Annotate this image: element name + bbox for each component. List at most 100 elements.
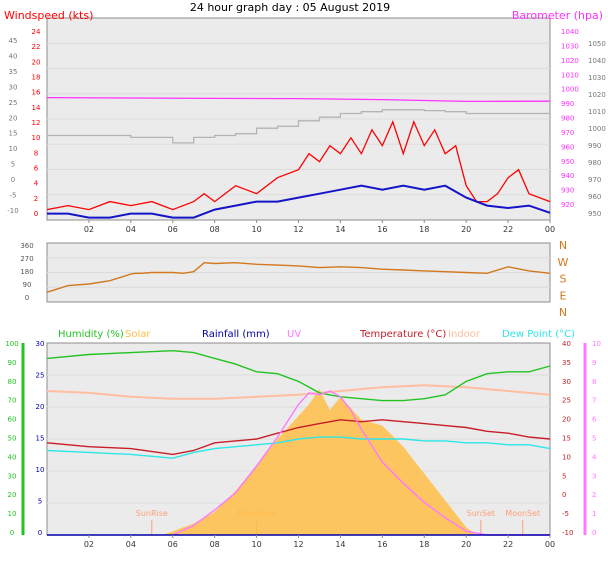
solar-area — [162, 389, 477, 535]
direction-tick-label: 270 — [20, 255, 33, 263]
windspeed-tick-label: 20 — [32, 58, 41, 66]
barometer-alt-tick-label: 1020 — [588, 91, 606, 99]
uv-line — [172, 390, 550, 536]
barometer-alt-tick-label: 1040 — [588, 57, 606, 65]
windspeed-outer-tick-label: 30 — [9, 83, 18, 91]
astro-marker-label: SunSet — [467, 509, 495, 518]
barometer-tick-label: 950 — [561, 158, 574, 166]
conditions-x-tick-label: 00 — [545, 540, 555, 549]
temperature-tick-label: 25 — [562, 397, 571, 405]
barometer-tick-label: 980 — [561, 115, 574, 123]
rainfall-tick-label: 20 — [36, 403, 45, 411]
windspeed-outer-tick-label: 5 — [11, 161, 15, 169]
windspeed-tick-label: 0 — [34, 210, 38, 218]
barometer-tick-label: 990 — [561, 100, 574, 108]
wind-x-tick-label: 20 — [461, 225, 471, 234]
barometer-tick-label: 970 — [561, 129, 574, 137]
barometer-tick-label: 1000 — [561, 86, 579, 94]
astro-marker-label: SunRise — [136, 509, 168, 518]
barometer-alt-tick-label: 1000 — [588, 125, 606, 133]
conditions-x-tick-label: 12 — [293, 540, 303, 549]
windspeed-outer-tick-label: 40 — [9, 52, 18, 60]
wind-x-tick-label: 22 — [503, 225, 513, 234]
conditions-x-tick-label: 18 — [419, 540, 429, 549]
legend-item: Humidity (%) — [58, 329, 124, 340]
barometer-alt-tick-label: 950 — [588, 210, 601, 218]
temperature-tick-label: 30 — [562, 378, 571, 386]
windspeed-tick-label: 18 — [32, 74, 41, 82]
humidity-tick-label: 50 — [8, 435, 17, 443]
windspeed-outer-tick-label: 0 — [11, 176, 15, 184]
barometer-alt-tick-label: 1050 — [588, 40, 606, 48]
humidity-tick-label: 100 — [5, 340, 18, 348]
windspeed-outer-tick-label: -10 — [7, 207, 18, 215]
compass-tick-label: N — [559, 239, 567, 252]
barometer-alt-tick-label: 970 — [588, 176, 601, 184]
windspeed-axis-label: Windspeed (kts) — [4, 9, 93, 22]
windspeed-tick-label: 4 — [34, 180, 39, 188]
compass-tick-label: W — [558, 256, 569, 269]
temperature-tick-label: 5 — [562, 472, 566, 480]
uv-tick-label: 0 — [592, 529, 596, 537]
wind-x-tick-label: 12 — [293, 225, 303, 234]
wind-x-tick-label: 08 — [210, 225, 220, 234]
legend-item: Solar — [125, 329, 151, 340]
legend-item: Rainfall (mm) — [202, 329, 270, 340]
direction-tick-label: 180 — [20, 268, 33, 276]
humidity-line — [46, 349, 551, 402]
rainfall-tick-label: 30 — [36, 340, 45, 348]
humidity-tick-label: 40 — [8, 453, 17, 461]
humidity-tick-label: 90 — [8, 359, 17, 367]
uv-tick-label: 5 — [592, 435, 596, 443]
wind-x-tick-label: 06 — [168, 225, 178, 234]
direction-tick-label: 90 — [23, 281, 32, 289]
barometer-tick-label: 1030 — [561, 42, 579, 50]
humidity-tick-label: 60 — [8, 416, 17, 424]
temperature-tick-label: 35 — [562, 359, 571, 367]
direction-tick-label: 360 — [20, 242, 33, 250]
barometer-tick-label: 960 — [561, 143, 574, 151]
wind-direction-line — [46, 261, 551, 293]
direction-tick-label: 0 — [25, 294, 29, 302]
legend-item: UV — [287, 329, 301, 340]
windspeed-tick-label: 2 — [34, 195, 38, 203]
humidity-tick-label: 10 — [8, 510, 17, 518]
temperature-tick-label: 40 — [562, 340, 571, 348]
barometer-alt-tick-label: 960 — [588, 193, 601, 201]
windspeed-tick-label: 14 — [32, 104, 41, 112]
conditions-x-tick-label: 14 — [335, 540, 345, 549]
wind-x-tick-label: 18 — [419, 225, 429, 234]
wind-x-tick-label: 04 — [126, 225, 136, 234]
rainfall-tick-label: 10 — [36, 466, 45, 474]
barometer-alt-tick-label: 980 — [588, 159, 601, 167]
barometer-trend-line — [47, 109, 550, 144]
uv-tick-label: 7 — [592, 397, 596, 405]
chart-title: 24 hour graph day : 05 August 2019 — [190, 1, 390, 14]
humidity-tick-label: 80 — [8, 378, 17, 386]
temperature-tick-label: -5 — [562, 510, 569, 518]
wind-x-tick-label: 14 — [335, 225, 345, 234]
rainfall-tick-label: 5 — [38, 498, 42, 506]
wind-x-tick-label: 10 — [251, 225, 261, 234]
windspeed-tick-label: 24 — [32, 28, 41, 36]
barometer-line — [46, 96, 551, 103]
windspeed-tick-label: 6 — [34, 165, 39, 173]
rainfall-tick-label: 25 — [36, 372, 45, 380]
barometer-tick-label: 1010 — [561, 71, 579, 79]
legend-item: Dew Point (°C) — [502, 329, 575, 340]
conditions-x-tick-label: 22 — [503, 540, 513, 549]
barometer-tick-label: 1020 — [561, 57, 579, 65]
legend-item: Indoor — [448, 329, 481, 340]
temperature-tick-label: 15 — [562, 435, 571, 443]
barometer-tick-label: 930 — [561, 187, 574, 195]
barometer-tick-label: 920 — [561, 201, 574, 209]
rainfall-tick-label: 0 — [38, 529, 42, 537]
windspeed-outer-tick-label: 15 — [9, 130, 18, 138]
compass-tick-label: N — [559, 306, 567, 319]
dewpoint-line — [46, 436, 551, 459]
windspeed-tick-label: 10 — [32, 134, 41, 142]
compass-tick-label: S — [560, 273, 567, 286]
indoor-temperature-line — [46, 384, 551, 400]
wind-x-tick-label: 02 — [84, 225, 94, 234]
